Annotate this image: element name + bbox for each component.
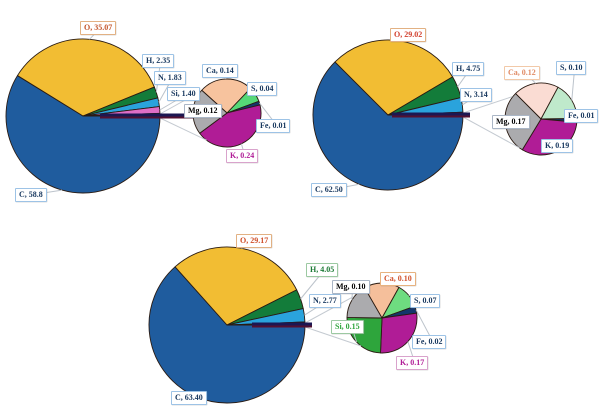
other-slice-bar-shadow xyxy=(392,115,470,118)
main-slice-O xyxy=(17,38,155,117)
leader-line-Ca xyxy=(222,70,227,80)
other-slice-bar xyxy=(392,112,470,116)
chart-3 xyxy=(148,240,434,404)
chart-2-secondary-pie xyxy=(504,82,578,156)
leader-line-C xyxy=(33,189,63,195)
chart-1-main-pie xyxy=(5,38,161,194)
other-slice-bar-shadow xyxy=(100,116,193,119)
chart-3-main-pie xyxy=(148,246,306,404)
leader-line-C xyxy=(331,183,360,190)
connector-line-top xyxy=(304,295,355,324)
other-slice-bar xyxy=(252,322,312,326)
leader-line-N xyxy=(462,94,479,106)
connector-line-bottom xyxy=(304,326,362,347)
chart-1-secondary-pie xyxy=(192,78,262,148)
main-slice-C xyxy=(5,75,161,194)
secondary-slice-K xyxy=(380,312,418,354)
secondary-slice-Si xyxy=(346,316,383,354)
leader-line-S xyxy=(255,88,266,95)
main-slice-C xyxy=(312,61,464,191)
secondary-slice-Ca xyxy=(515,82,559,120)
chart-3-secondary-pie xyxy=(346,282,418,354)
other-slice-bar xyxy=(100,113,193,117)
leader-line-K xyxy=(407,341,416,363)
connector-line-top xyxy=(462,96,513,114)
connector-line-bottom xyxy=(462,116,520,149)
leader-line-H xyxy=(300,269,326,300)
leader-line-O xyxy=(397,34,412,42)
leader-line-Ca xyxy=(381,278,401,284)
leader-line-O xyxy=(89,27,102,40)
other-slice-bar-shadow xyxy=(252,325,312,328)
chart-1 xyxy=(5,27,278,195)
leader-line-S xyxy=(571,67,576,101)
leader-line-K xyxy=(240,143,246,156)
leader-line-O xyxy=(241,240,258,249)
chart-2-main-pie xyxy=(312,39,464,191)
leader-line-C xyxy=(191,395,196,398)
leader-line-N xyxy=(158,77,174,103)
leader-line-H xyxy=(457,68,472,88)
connector-line-bottom xyxy=(159,117,207,141)
leader-line-Fe xyxy=(259,102,278,126)
leader-line-Ca xyxy=(524,72,537,84)
chart-2 xyxy=(312,34,586,191)
leader-line-Fe xyxy=(576,115,586,121)
leader-line-Fe xyxy=(415,309,434,342)
leader-line-Si xyxy=(159,93,189,111)
leader-line-H xyxy=(155,60,162,93)
